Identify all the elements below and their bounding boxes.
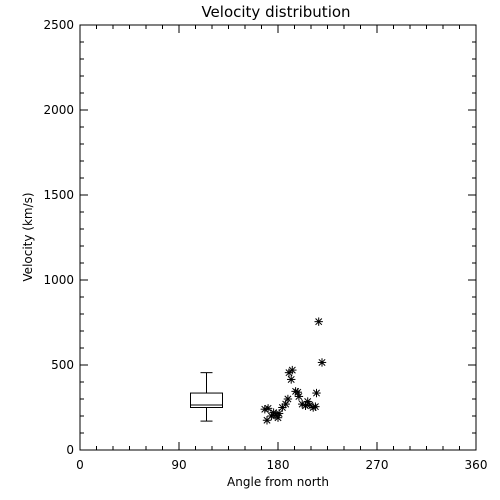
- y-tick-label: 1500: [43, 188, 74, 202]
- y-axis: 0 500 1000 1500 2000 2500: [43, 18, 476, 457]
- data-point: [303, 397, 312, 406]
- plot-frame: [79, 24, 477, 451]
- y-tick-label: 0: [66, 443, 74, 457]
- data-point: [312, 388, 321, 398]
- y-tick-label: 500: [51, 358, 74, 372]
- data-point: [314, 317, 323, 326]
- y-tick-label: 2500: [43, 18, 74, 32]
- data-point: [311, 402, 320, 411]
- x-tick-label: 0: [76, 458, 84, 472]
- data-point: [317, 358, 327, 367]
- y-tick-label: 2000: [43, 103, 74, 117]
- y-tick-label: 1000: [43, 273, 74, 287]
- data-point: [294, 392, 304, 401]
- data-point: [273, 413, 283, 422]
- data-point: [263, 404, 273, 413]
- chart-title: Velocity distribution: [201, 3, 350, 21]
- data-point: [287, 375, 296, 384]
- x-tick-label: 90: [171, 458, 186, 472]
- x-tick-label: 270: [366, 458, 389, 472]
- y-axis-label: Velocity (km/s): [21, 192, 35, 281]
- x-tick-label: 360: [465, 458, 488, 472]
- box-iqr: [190, 392, 223, 408]
- data-point: [283, 394, 293, 404]
- x-axis-label: Angle from north: [227, 475, 329, 489]
- data-point: [288, 365, 297, 375]
- scatter-points: [260, 317, 327, 425]
- x-axis: 0 90 180 270 360: [76, 25, 487, 472]
- x-tick-label: 180: [267, 458, 290, 472]
- boxplot: [190, 372, 223, 422]
